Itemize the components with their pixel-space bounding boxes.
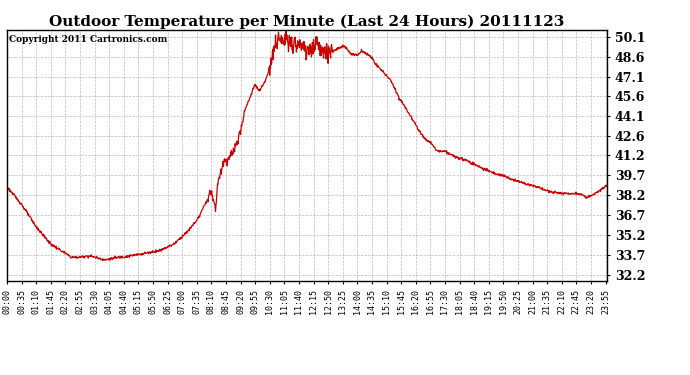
Title: Outdoor Temperature per Minute (Last 24 Hours) 20111123: Outdoor Temperature per Minute (Last 24 …	[50, 15, 564, 29]
Text: Copyright 2011 Cartronics.com: Copyright 2011 Cartronics.com	[9, 35, 167, 44]
